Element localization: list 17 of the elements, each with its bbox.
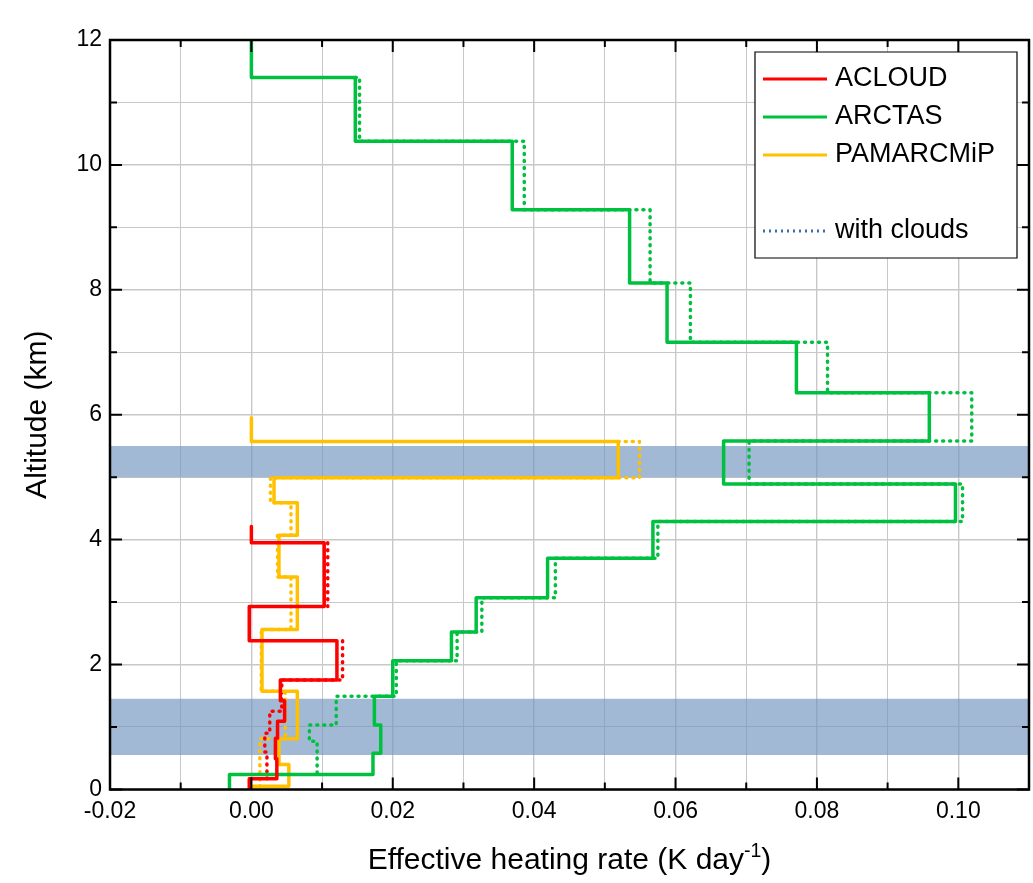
y-tick-label: 2 bbox=[89, 649, 102, 676]
x-tick-label: 0.00 bbox=[229, 796, 274, 823]
y-axis-title: Altitude (km) bbox=[19, 330, 52, 499]
y-tick-label: 6 bbox=[89, 400, 102, 427]
y-tick-label: 10 bbox=[76, 150, 102, 177]
x-tick-label: 0.04 bbox=[511, 796, 557, 823]
x-tick-label: 0.06 bbox=[653, 796, 698, 823]
legend-label: ACLOUD bbox=[834, 62, 948, 93]
y-tick-label: 8 bbox=[89, 275, 102, 302]
x-tick-label: 0.02 bbox=[370, 796, 416, 823]
legend-label: PAMARCMiP bbox=[834, 138, 996, 169]
x-tick-label: 0.08 bbox=[794, 796, 840, 823]
legend-label: ARCTAS bbox=[834, 100, 943, 131]
y-tick-label: 12 bbox=[76, 25, 102, 52]
y-tick-label: 4 bbox=[89, 524, 103, 551]
legend-label: with clouds bbox=[833, 214, 969, 245]
x-tick-label: 0.10 bbox=[935, 796, 981, 823]
